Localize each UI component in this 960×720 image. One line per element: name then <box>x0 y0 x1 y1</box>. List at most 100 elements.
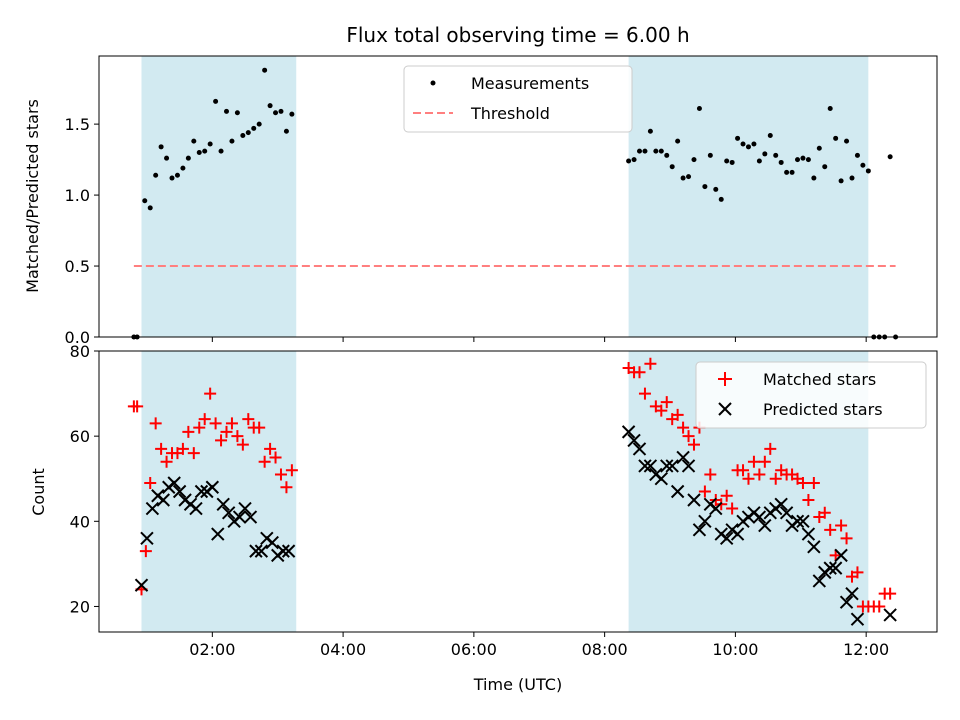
predicted-star-point <box>883 608 897 622</box>
matched-star-point <box>737 464 750 477</box>
measurement-point <box>256 121 262 127</box>
matched-star-point <box>176 442 189 455</box>
predicted-star-point <box>632 442 647 456</box>
predicted-star-point <box>194 484 209 499</box>
matched-star-point <box>274 468 287 481</box>
measurement-point <box>251 125 257 131</box>
predicted-star-point <box>692 523 707 537</box>
predicted-star-point <box>665 459 679 473</box>
matched-star-point <box>149 417 162 430</box>
matched-star-point <box>198 413 211 426</box>
predicted-star-point <box>796 514 810 529</box>
bottom-ytick-label: 40 <box>70 512 90 531</box>
legend-predicted-label: Predicted stars <box>763 400 883 419</box>
matched-star-point <box>807 476 820 489</box>
predicted-star-point <box>216 497 230 511</box>
predicted-star-point <box>249 544 263 558</box>
measurement-point <box>202 148 208 154</box>
predicted-star-point <box>839 595 854 609</box>
predicted-star-point <box>238 501 252 516</box>
measurement-point <box>887 154 893 160</box>
matched-star-point <box>253 421 266 434</box>
legend-top: Measurements Threshold <box>403 65 633 133</box>
matched-star-point <box>187 447 200 460</box>
predicted-star-point <box>752 510 767 524</box>
predicted-star-point <box>812 574 827 588</box>
predicted-star-point <box>698 514 712 529</box>
matched-star-point <box>884 587 897 600</box>
x-tick-label: 04:00 <box>320 640 366 659</box>
bottom-observing-window-1 <box>141 351 297 632</box>
predicted-star-point <box>232 510 247 524</box>
measurement-point <box>664 152 670 158</box>
measurement-point <box>686 174 692 180</box>
matched-star-point <box>182 425 195 438</box>
matched-star-point <box>851 566 864 579</box>
measurement-point <box>767 132 773 138</box>
measurement-point <box>811 175 817 181</box>
matched-star-point <box>824 523 837 536</box>
predicted-star-point <box>134 578 149 592</box>
matched-star-point <box>742 472 755 485</box>
predicted-star-point <box>779 506 794 520</box>
measurement-point <box>854 152 860 158</box>
matched-star-point <box>644 357 657 370</box>
x-tick-label: 10:00 <box>712 640 758 659</box>
predicted-star-point <box>172 484 187 499</box>
measurement-point <box>789 169 795 175</box>
matched-star-point <box>704 468 717 481</box>
matched-star-point <box>671 408 684 421</box>
x-tick-label: 12:00 <box>843 640 889 659</box>
matched-star-point <box>818 506 831 519</box>
measurement-point <box>778 159 784 165</box>
measurement-point <box>844 138 850 144</box>
matched-star-point <box>753 468 766 481</box>
top-plot-frame <box>98 55 938 338</box>
matched-star-point <box>193 421 206 434</box>
x-tick-label: 02:00 <box>189 640 235 659</box>
matched-star-point <box>638 387 651 400</box>
measurement-point <box>849 175 855 181</box>
matched-star-point <box>660 396 673 409</box>
measurement-point <box>865 168 871 174</box>
measurement-point <box>800 155 806 161</box>
matched-star-point <box>633 366 646 379</box>
matched-star-point <box>720 489 733 502</box>
bottom-ytick-label: 20 <box>70 597 90 616</box>
measurement-point <box>784 169 790 175</box>
matched-star-point <box>139 545 152 558</box>
predicted-star-point <box>807 540 821 554</box>
x-tick-label: 08:00 <box>582 640 628 659</box>
measurement-point <box>756 158 762 164</box>
matched-star-point <box>242 413 255 426</box>
matched-star-point <box>769 472 782 485</box>
measurement-point <box>795 157 801 163</box>
panel-ratio: Matched/Predicted stars 0.0 0.5 1.0 1.5 <box>23 55 938 347</box>
predicted-star-point <box>156 493 171 507</box>
measurement-point <box>675 138 681 144</box>
predicted-star-point <box>243 510 258 524</box>
matched-star-point <box>204 387 217 400</box>
predicted-star-point <box>145 501 160 516</box>
measurement-point <box>223 108 229 114</box>
measurement-point <box>278 108 284 114</box>
measurement-point <box>180 165 186 171</box>
measurement-point <box>653 148 659 154</box>
predicted-star-point <box>790 514 805 529</box>
matched-star-point <box>835 519 848 532</box>
matched-star-point <box>796 476 809 489</box>
top-ytick-label: 0.0 <box>65 328 90 347</box>
matched-star-point <box>236 438 249 451</box>
measurement-point <box>289 111 295 117</box>
legend-threshold-label: Threshold <box>470 104 550 123</box>
measurement-point <box>680 175 686 181</box>
legend-top-frame <box>403 65 633 133</box>
matched-star-point <box>677 421 690 434</box>
matched-star-point <box>131 400 144 413</box>
matched-star-point <box>840 532 853 545</box>
measurement-point <box>718 196 724 202</box>
bottom-ylabel: Count <box>29 468 48 516</box>
measurement-point <box>245 130 251 136</box>
legend-bottom: Matched stars Predicted stars <box>695 361 927 429</box>
measurement-point <box>729 159 735 165</box>
